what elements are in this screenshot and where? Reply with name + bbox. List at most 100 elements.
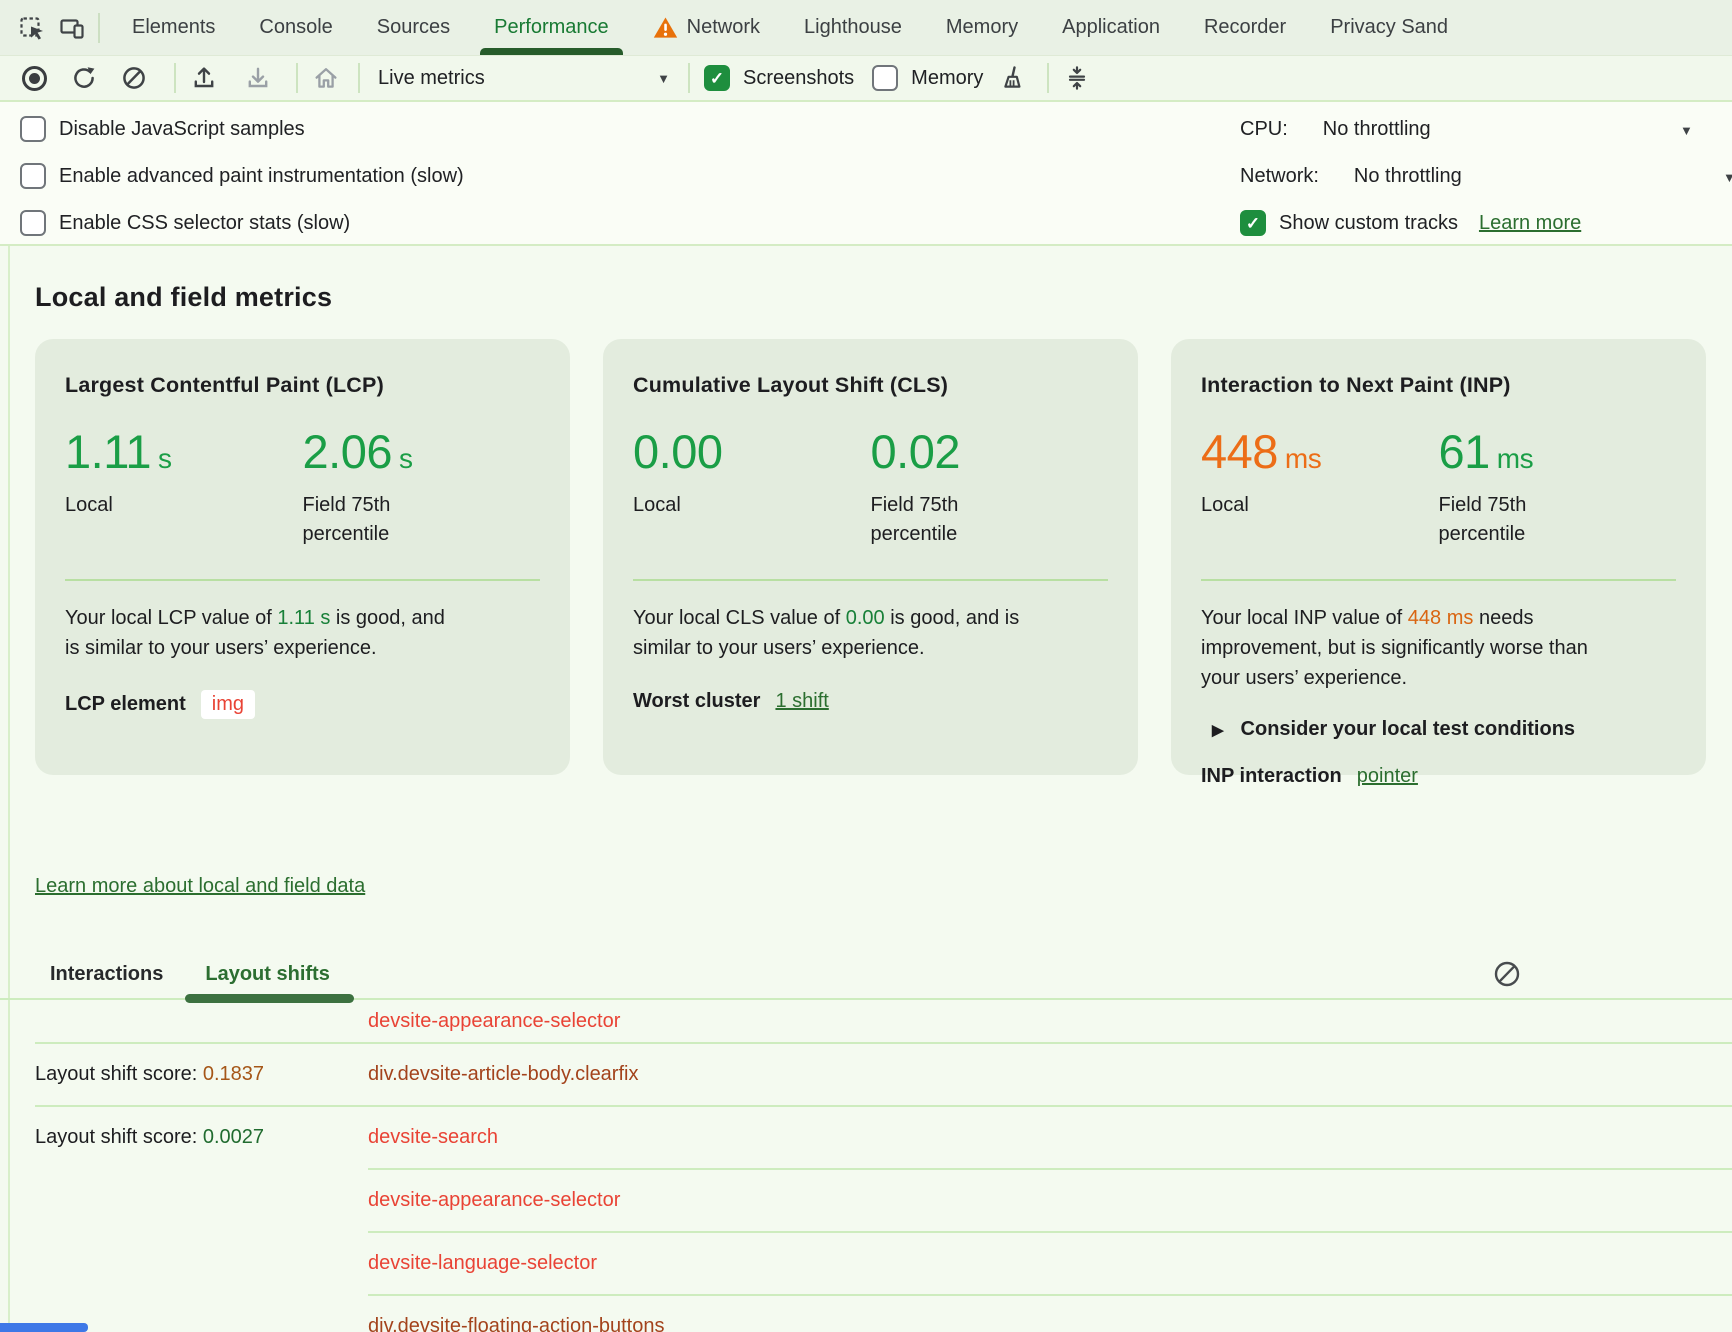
capture-settings-right: CPU: No throttling ▼ Network: No throttl…: [1240, 116, 1732, 236]
tab-memory[interactable]: Memory: [924, 0, 1040, 55]
live-metrics-view: Local and field metrics Largest Contentf…: [0, 246, 1732, 1332]
score-label: Layout shift score:: [35, 1126, 203, 1148]
upload-profile-icon[interactable]: [190, 64, 218, 92]
shift-node-link[interactable]: div.devsite-article-body.clearfix: [368, 1063, 639, 1085]
clear-log-icon[interactable]: [1492, 959, 1522, 994]
device-toolbar-icon[interactable]: [56, 12, 88, 44]
horizontal-scrollbar-thumb[interactable]: [0, 1323, 88, 1332]
panel-mode-value: Live metrics: [378, 66, 485, 89]
cls-local-value: 0.00: [633, 425, 723, 478]
screenshots-checkbox[interactable]: Screenshots: [704, 65, 854, 91]
clear-icon[interactable]: [120, 64, 148, 92]
tab-recorder[interactable]: Recorder: [1182, 0, 1308, 55]
tab-console[interactable]: Console: [237, 0, 354, 55]
tab-label: Layout shifts: [205, 962, 330, 985]
inp-interaction-link[interactable]: pointer: [1356, 765, 1418, 787]
layout-shift-row: devsite-appearance-selector: [35, 1000, 1732, 1042]
tab-privacy-sandbox[interactable]: Privacy Sand: [1308, 0, 1470, 55]
layout-shifts-table: devsite-appearance-selector Layout shift…: [35, 1000, 1732, 1332]
inp-field-value: 61: [1438, 425, 1491, 478]
checkbox-unchecked-icon[interactable]: [20, 163, 46, 189]
metric-cards: Largest Contentful Paint (LCP) 1.11 s Loc…: [35, 339, 1732, 787]
checkbox-unchecked-icon[interactable]: [20, 116, 46, 142]
checkbox-checked-icon[interactable]: [1240, 210, 1266, 236]
shift-node-link[interactable]: devsite-language-selector: [368, 1252, 598, 1274]
custom-tracks-learn-more-link[interactable]: Learn more: [1478, 211, 1582, 234]
desc-text: Your local LCP value of: [65, 607, 278, 629]
collapse-panel-icon[interactable]: [1063, 64, 1091, 92]
tab-layout-shifts[interactable]: Layout shifts: [185, 950, 355, 1003]
learn-more-local-field-link[interactable]: Learn more about local and field data: [35, 875, 366, 897]
lcp-local-label: Local: [65, 494, 113, 516]
card-divider: [65, 579, 540, 581]
chevron-down-icon[interactable]: ▼: [1723, 170, 1732, 185]
home-icon[interactable]: [312, 64, 340, 92]
card-divider: [1201, 579, 1676, 581]
lcp-element-node-link[interactable]: img: [200, 690, 256, 719]
tab-interactions[interactable]: Interactions: [50, 950, 163, 998]
row-divider: [368, 1294, 1732, 1296]
disable-js-samples-checkbox[interactable]: Disable JavaScript samples: [20, 116, 1732, 142]
layout-shift-row: devsite-appearance-selector: [35, 1170, 1732, 1231]
memory-checkbox[interactable]: Memory: [872, 65, 983, 91]
tab-label: Privacy Sand: [1330, 16, 1449, 38]
worst-cluster-link[interactable]: 1 shift: [775, 690, 829, 712]
tab-performance[interactable]: Performance: [472, 0, 631, 55]
tab-network[interactable]: Network: [631, 0, 782, 55]
lcp-field-unit: s: [398, 443, 413, 474]
shift-node-link[interactable]: devsite-appearance-selector: [368, 1189, 621, 1211]
show-custom-tracks-checkbox[interactable]: Show custom tracks Learn more: [1240, 210, 1581, 236]
shift-node-link[interactable]: div.devsite-floating-action-buttons: [368, 1315, 665, 1332]
checkbox-unchecked-icon[interactable]: [872, 65, 899, 91]
network-throttling-select[interactable]: No throttling: [1353, 165, 1462, 187]
inp-local-unit: ms: [1284, 443, 1322, 474]
row-divider: [35, 1105, 1732, 1107]
tabbar-divider: [98, 12, 100, 43]
tab-lighthouse[interactable]: Lighthouse: [782, 0, 924, 55]
advanced-paint-instrumentation-checkbox[interactable]: Enable advanced paint instrumentation (s…: [20, 163, 1732, 189]
panel-mode-select[interactable]: Live metrics ▼: [378, 67, 670, 90]
memory-label: Memory: [911, 66, 984, 89]
score-value: 0.0027: [202, 1126, 265, 1148]
desc-text: is good, and is similar to your users’ e…: [65, 607, 445, 659]
lcp-local-unit: s: [158, 443, 172, 474]
triangle-right-icon: ▶: [1212, 721, 1224, 739]
inspect-element-icon[interactable]: [16, 12, 48, 44]
capture-settings-left: Disable JavaScript samples Enable advanc…: [20, 116, 1732, 236]
warning-icon: [653, 16, 678, 39]
record-button[interactable]: [20, 64, 48, 92]
cpu-throttling-select[interactable]: No throttling: [1322, 118, 1431, 140]
show-custom-tracks-label: Show custom tracks: [1279, 211, 1458, 234]
inp-field-unit: ms: [1496, 443, 1534, 474]
inp-description: Your local INP value of 448 ms needs imp…: [1201, 603, 1593, 693]
tab-elements[interactable]: Elements: [110, 0, 237, 55]
shift-node-link[interactable]: devsite-appearance-selector: [368, 1009, 621, 1032]
inp-values-row: 448 ms Local 61 ms Field 75th percentile: [1201, 424, 1676, 549]
chevron-down-icon[interactable]: ▼: [1680, 123, 1693, 138]
lcp-element-label: LCP element: [65, 693, 186, 715]
lcp-card-title: Largest Contentful Paint (LCP): [65, 373, 384, 397]
toolbar-divider: [174, 63, 176, 93]
cpu-throttling-row: CPU: No throttling ▼: [1240, 116, 1693, 143]
lcp-local-value: 1.11: [65, 425, 152, 478]
layout-shift-row: Layout shift score: 0.1837 div.devsite-a…: [35, 1044, 1732, 1105]
desc-value: 0.00: [845, 607, 885, 629]
toolbar-divider: [1047, 63, 1050, 93]
tab-application[interactable]: Application: [1040, 0, 1182, 55]
layout-shift-row: Layout shift score: 0.0027 devsite-searc…: [35, 1107, 1732, 1168]
cls-field-label: Field 75th percentile: [870, 494, 959, 545]
inp-field-block: 61 ms Field 75th percentile: [1439, 424, 1677, 549]
inp-field-label: Field 75th percentile: [1438, 494, 1527, 545]
checkbox-unchecked-icon[interactable]: [20, 210, 46, 236]
garbage-collect-broom-icon[interactable]: [999, 64, 1027, 92]
tab-sources[interactable]: Sources: [355, 0, 472, 55]
checkbox-checked-icon[interactable]: [704, 65, 730, 91]
chevron-down-icon: ▼: [657, 70, 670, 86]
checkbox-label: Enable advanced paint instrumentation (s…: [59, 164, 464, 187]
reload-and-record-icon[interactable]: [70, 64, 98, 92]
local-test-conditions-disclosure[interactable]: ▶ Consider your local test conditions: [1201, 718, 1676, 741]
shift-node-link[interactable]: devsite-search: [368, 1126, 499, 1148]
lcp-field-label: Field 75th percentile: [302, 494, 391, 545]
download-profile-icon[interactable]: [244, 64, 272, 92]
css-selector-stats-checkbox[interactable]: Enable CSS selector stats (slow): [20, 210, 1732, 236]
